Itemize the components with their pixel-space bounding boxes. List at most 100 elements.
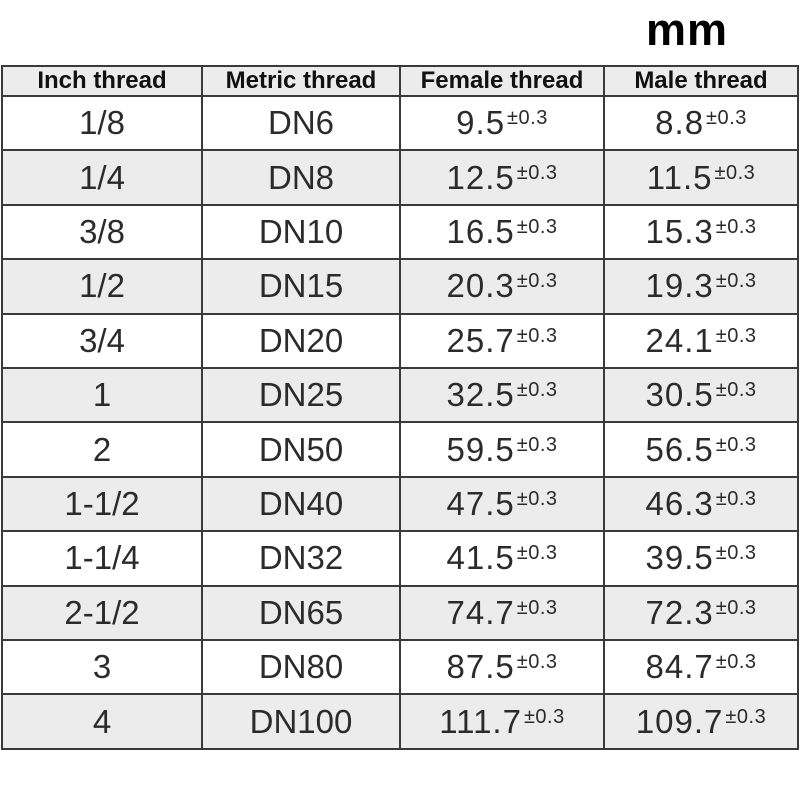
table-row: 3 DN80 87.5 ±0.3 84.7 ±0.3 bbox=[1, 639, 799, 696]
male-thread-cell: 46.3 ±0.3 bbox=[603, 475, 799, 533]
male-thread-value: 11.5 bbox=[646, 158, 713, 196]
inch-thread-cell: 1-1/2 bbox=[1, 475, 203, 533]
table-row: 1/4 DN8 12.5 ±0.3 11.5 ±0.3 bbox=[1, 149, 799, 206]
tolerance-superscript: ±0.3 bbox=[715, 596, 757, 619]
tolerance-superscript: ±0.3 bbox=[516, 433, 558, 456]
inch-thread-cell: 3 bbox=[1, 639, 203, 696]
tolerance-superscript: ±0.3 bbox=[516, 488, 558, 511]
inch-thread-cell: 1/2 bbox=[1, 258, 203, 315]
table-row: 2-1/2 DN65 74.7 ±0.3 72.3 ±0.3 bbox=[1, 584, 799, 642]
male-thread-cell: 84.7 ±0.3 bbox=[603, 639, 799, 696]
female-thread-cell: 32.5 ±0.3 bbox=[399, 367, 605, 424]
tolerance-superscript: ±0.3 bbox=[516, 270, 558, 293]
female-thread-value: 20.3 bbox=[446, 267, 515, 305]
metric-thread-cell: DN40 bbox=[201, 475, 401, 533]
table-row: 4 DN100 111.7 ±0.3 109.7 ±0.3 bbox=[1, 693, 799, 750]
metric-thread-cell: DN8 bbox=[201, 149, 401, 206]
metric-thread-cell: DN65 bbox=[201, 584, 401, 642]
male-thread-cell: 8.8 ±0.3 bbox=[603, 94, 799, 152]
tolerance-superscript: ±0.3 bbox=[507, 107, 548, 130]
unit-label: mm bbox=[646, 4, 729, 55]
tolerance-superscript: ±0.3 bbox=[715, 216, 757, 239]
tolerance-superscript: ±0.3 bbox=[715, 542, 757, 565]
tolerance-superscript: ±0.3 bbox=[516, 161, 558, 184]
tolerance-superscript: ±0.3 bbox=[516, 542, 558, 565]
female-thread-cell: 25.7 ±0.3 bbox=[399, 312, 605, 370]
female-thread-cell: 74.7 ±0.3 bbox=[399, 584, 605, 642]
female-thread-value: 32.5 bbox=[446, 376, 515, 414]
inch-thread-cell: 1-1/4 bbox=[1, 530, 203, 587]
tolerance-superscript: ±0.3 bbox=[706, 107, 747, 130]
male-thread-cell: 15.3 ±0.3 bbox=[603, 203, 799, 261]
tolerance-superscript: ±0.3 bbox=[725, 705, 767, 728]
tolerance-superscript: ±0.3 bbox=[715, 379, 757, 402]
female-thread-cell: 111.7 ±0.3 bbox=[399, 693, 605, 750]
female-thread-value: 111.7 bbox=[439, 702, 522, 740]
female-thread-cell: 47.5 ±0.3 bbox=[399, 475, 605, 533]
inch-thread-cell: 3/8 bbox=[1, 203, 203, 261]
inch-thread-cell: 3/4 bbox=[1, 312, 203, 370]
male-thread-cell: 11.5 ±0.3 bbox=[603, 149, 799, 206]
metric-thread-cell: DN20 bbox=[201, 312, 401, 370]
tolerance-superscript: ±0.3 bbox=[714, 161, 756, 184]
female-thread-value: 59.5 bbox=[446, 430, 515, 468]
tolerance-superscript: ±0.3 bbox=[516, 324, 558, 347]
female-thread-cell: 20.3 ±0.3 bbox=[399, 258, 605, 315]
inch-thread-cell: 4 bbox=[1, 693, 203, 750]
tolerance-superscript: ±0.3 bbox=[516, 596, 558, 619]
male-thread-value: 72.3 bbox=[645, 593, 714, 631]
tolerance-superscript: ±0.3 bbox=[715, 488, 757, 511]
female-thread-value: 87.5 bbox=[446, 648, 515, 686]
table-row: 1-1/2 DN40 47.5 ±0.3 46.3 ±0.3 bbox=[1, 475, 799, 533]
metric-thread-cell: DN50 bbox=[201, 421, 401, 478]
tolerance-superscript: ±0.3 bbox=[715, 433, 757, 456]
male-thread-value: 109.7 bbox=[635, 702, 724, 740]
tolerance-superscript: ±0.3 bbox=[516, 216, 558, 239]
metric-thread-cell: DN80 bbox=[201, 639, 401, 696]
male-thread-cell: 24.1 ±0.3 bbox=[603, 312, 799, 370]
female-thread-value: 25.7 bbox=[446, 321, 515, 359]
male-thread-value: 30.5 bbox=[645, 376, 714, 414]
thread-size-table: Inch thread Metric thread Female thread Mal… bbox=[1, 65, 799, 750]
male-thread-value: 46.3 bbox=[645, 485, 714, 523]
tolerance-superscript: ±0.3 bbox=[516, 651, 558, 674]
male-thread-value: 24.1 bbox=[645, 321, 714, 359]
column-header-metric: Metric thread bbox=[201, 65, 401, 97]
male-thread-value: 84.7 bbox=[645, 648, 714, 686]
male-thread-cell: 56.5 ±0.3 bbox=[603, 421, 799, 478]
male-thread-value: 39.5 bbox=[645, 539, 714, 577]
female-thread-cell: 59.5 ±0.3 bbox=[399, 421, 605, 478]
column-header-male: Male thread bbox=[603, 65, 799, 97]
tolerance-superscript: ±0.3 bbox=[715, 651, 757, 674]
metric-thread-cell: DN10 bbox=[201, 203, 401, 261]
female-thread-value: 16.5 bbox=[446, 213, 515, 251]
tolerance-superscript: ±0.3 bbox=[523, 705, 565, 728]
female-thread-value: 47.5 bbox=[446, 485, 515, 523]
table-row: 1-1/4 DN32 41.5 ±0.3 39.5 ±0.3 bbox=[1, 530, 799, 587]
table-row: 1/2 DN15 20.3 ±0.3 19.3 ±0.3 bbox=[1, 258, 799, 315]
female-thread-value: 41.5 bbox=[446, 539, 515, 577]
female-thread-value: 12.5 bbox=[446, 158, 515, 196]
male-thread-value: 56.5 bbox=[645, 430, 714, 468]
metric-thread-cell: DN32 bbox=[201, 530, 401, 587]
male-thread-cell: 30.5 ±0.3 bbox=[603, 367, 799, 424]
table-row: 3/8 DN10 16.5 ±0.3 15.3 ±0.3 bbox=[1, 203, 799, 261]
male-thread-cell: 39.5 ±0.3 bbox=[603, 530, 799, 587]
female-thread-cell: 87.5 ±0.3 bbox=[399, 639, 605, 696]
male-thread-value: 8.8 bbox=[655, 104, 705, 142]
inch-thread-cell: 1/8 bbox=[1, 94, 203, 152]
tolerance-superscript: ±0.3 bbox=[715, 324, 757, 347]
table-row: 2 DN50 59.5 ±0.3 56.5 ±0.3 bbox=[1, 421, 799, 478]
female-thread-cell: 9.5 ±0.3 bbox=[399, 94, 605, 152]
inch-thread-cell: 1 bbox=[1, 367, 203, 424]
inch-thread-cell: 2 bbox=[1, 421, 203, 478]
inch-thread-cell: 1/4 bbox=[1, 149, 203, 206]
female-thread-value: 74.7 bbox=[446, 593, 515, 631]
inch-thread-cell: 2-1/2 bbox=[1, 584, 203, 642]
male-thread-cell: 72.3 ±0.3 bbox=[603, 584, 799, 642]
metric-thread-cell: DN15 bbox=[201, 258, 401, 315]
male-thread-value: 19.3 bbox=[645, 267, 714, 305]
table-header-row: Inch thread Metric thread Female thread Mal… bbox=[1, 65, 799, 97]
tolerance-superscript: ±0.3 bbox=[516, 379, 558, 402]
